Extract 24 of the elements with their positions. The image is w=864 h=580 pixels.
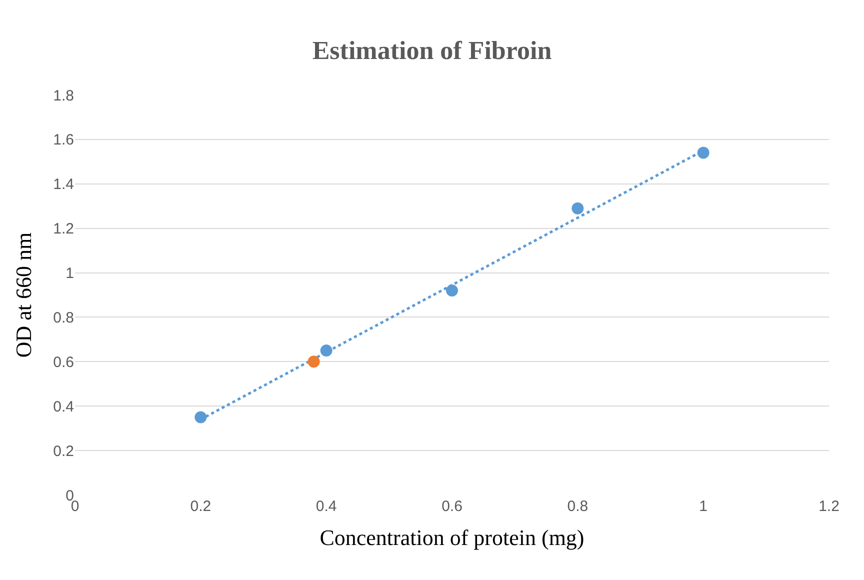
y-tick-label: 0.8 <box>53 309 74 326</box>
point <box>320 344 332 357</box>
y-tick-label: 1.6 <box>53 132 74 149</box>
x-tick-label: 1.2 <box>818 498 840 515</box>
y-tick-label: 1 <box>66 265 74 282</box>
point <box>194 411 207 424</box>
point <box>308 356 320 368</box>
y-tick-label: 0.4 <box>53 398 74 416</box>
x-tick-label: 0.8 <box>567 498 588 515</box>
x-axis-title: Concentration of protein (mg) <box>320 524 584 550</box>
y-tick-label: 0.2 <box>53 442 74 460</box>
y-tick-label: 0.6 <box>53 354 74 371</box>
y-tick-label: 1.2 <box>53 220 74 238</box>
x-tick-label: 1 <box>699 498 708 515</box>
x-tick-label: 0.4 <box>316 498 337 515</box>
y-tick-label: 1.8 <box>53 87 74 104</box>
point <box>446 284 458 297</box>
chart-title: Estimation of Fibroin <box>312 36 552 65</box>
y-axis-title: OD at 660 nm <box>10 232 36 358</box>
point <box>572 202 584 214</box>
x-tick-label: 0.6 <box>442 498 462 515</box>
x-tick-label: 0.2 <box>190 498 212 515</box>
y-tick-label: 1.4 <box>53 176 74 194</box>
point <box>697 146 710 159</box>
